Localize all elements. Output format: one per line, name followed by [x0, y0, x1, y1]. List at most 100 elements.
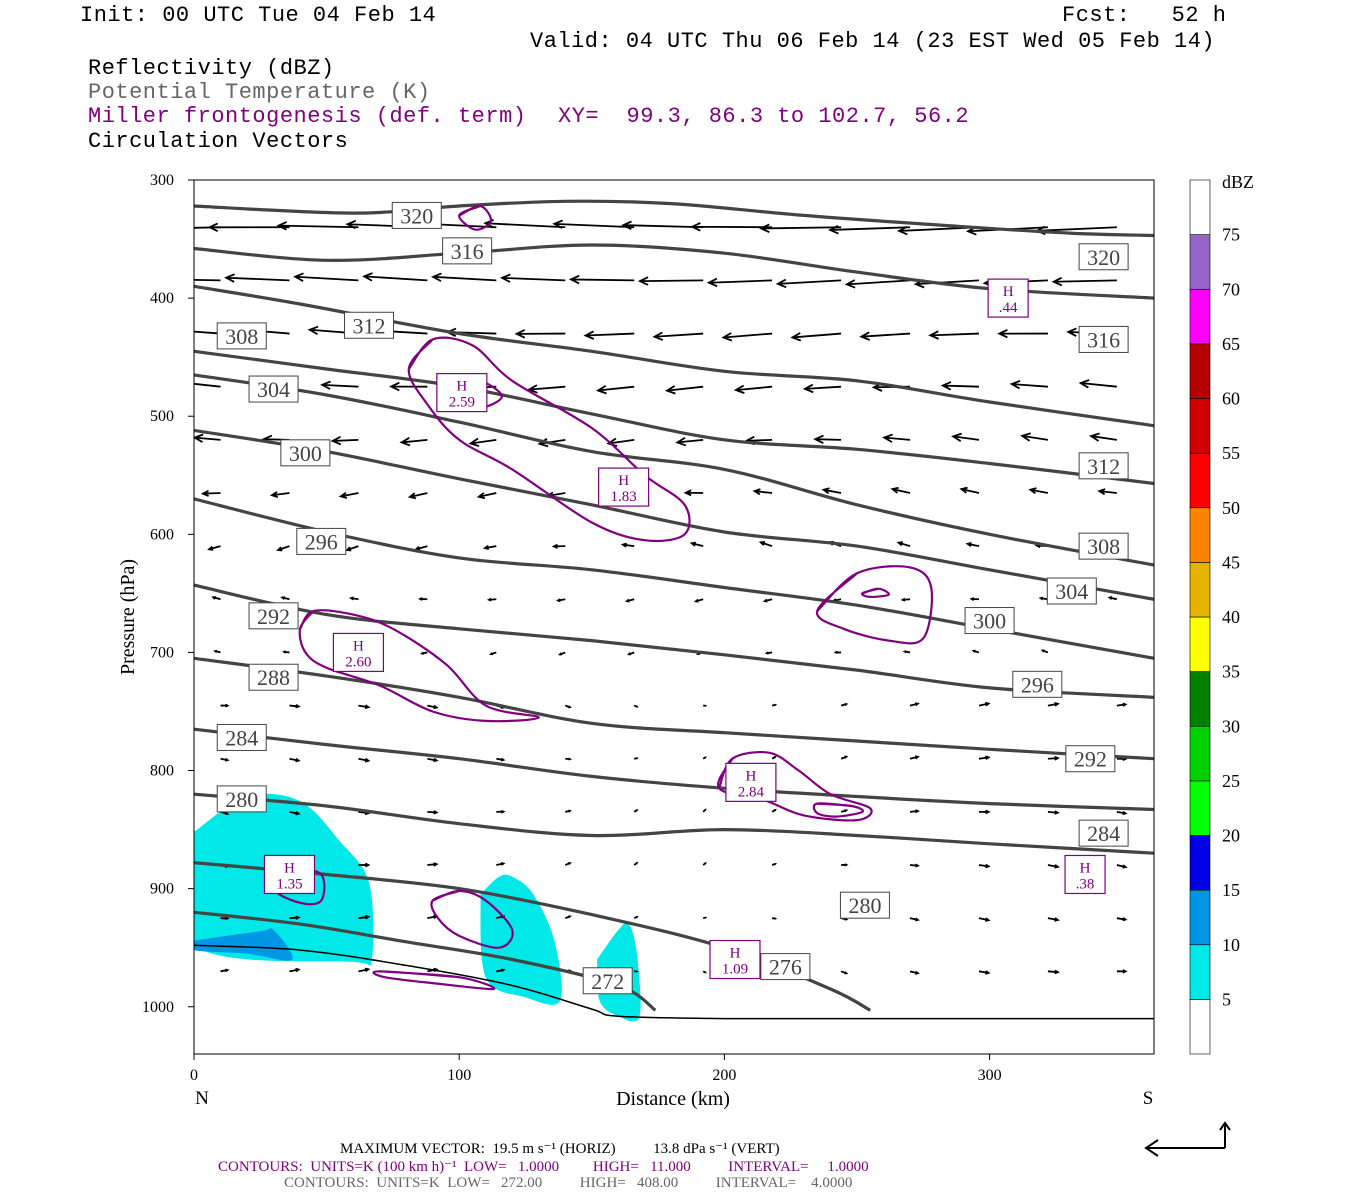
circulation-vector	[289, 810, 301, 816]
circulation-vector	[702, 916, 708, 920]
x-tick-label: 0	[190, 1067, 198, 1084]
theta-label-box	[1078, 819, 1129, 847]
circulation-vector	[840, 755, 849, 760]
circulation-vector	[978, 917, 991, 922]
valid-time: Valid: 04 UTC Thu 06 Feb 14 (23 EST Wed …	[530, 29, 1216, 54]
circulation-vector	[200, 489, 221, 497]
theta-label: 272	[591, 969, 624, 994]
circulation-vector	[289, 967, 301, 973]
fronto-contour	[430, 889, 514, 949]
circulation-vector	[664, 385, 704, 395]
max-vector-note: MAXIMUM VECTOR: 19.5 m s⁻¹ (HORIZ) 13.8 …	[340, 1141, 780, 1157]
circulation-vector	[771, 755, 777, 760]
x-tick-label: 300	[978, 1067, 1002, 1084]
fronto-max-value: 1.09	[722, 962, 748, 978]
fronto-max-marker: H	[1080, 860, 1091, 876]
colorbar-label: 65	[1222, 334, 1240, 354]
circulation-vector	[1020, 432, 1049, 442]
circulation-vector	[1116, 969, 1128, 974]
fronto-max-value: 2.84	[738, 784, 765, 800]
circulation-vector	[752, 488, 773, 496]
theta-label: 280	[225, 787, 258, 812]
theta-label-box	[1078, 243, 1129, 271]
circulation-vector	[790, 332, 842, 342]
circulation-vector	[959, 486, 980, 494]
theta-label-box	[248, 375, 299, 403]
circulation-vector	[1038, 596, 1049, 601]
circulation-vector	[430, 272, 497, 282]
circulation-vector	[349, 596, 359, 601]
circulation-vector	[978, 809, 991, 815]
colorbar-swatch	[1189, 562, 1211, 618]
theta-contours	[194, 199, 1154, 1012]
theta-label-box	[1078, 532, 1129, 560]
theta-label-box	[216, 322, 267, 350]
circulation-vector	[633, 704, 639, 708]
theta-contour-304	[194, 373, 1154, 567]
circulation-vector	[565, 757, 572, 761]
init-time: Init: 00 UTC Tue 04 Feb 14	[80, 3, 437, 28]
fronto-max-box	[1064, 854, 1106, 895]
circulation-vector	[293, 272, 359, 282]
field-vectors: Circulation Vectors	[88, 129, 349, 154]
fronto-max-marker: H	[284, 860, 295, 876]
circulation-vector	[1116, 810, 1128, 816]
y-tick-label: 1000	[142, 999, 174, 1016]
circulation-vector	[1047, 969, 1060, 975]
theta-label: 316	[451, 239, 484, 264]
circulation-vector	[320, 380, 359, 390]
circulation-vector	[1040, 649, 1049, 654]
south-label: S	[1143, 1088, 1154, 1109]
circulation-vector	[207, 222, 290, 232]
axes: 300 400 500 600 700 800 900 1000 0 100 200 300 Dista…	[117, 172, 1153, 1110]
fronto-max-marker: H	[353, 638, 364, 654]
y-tick-label: 300	[150, 172, 174, 189]
colorbar-swatch	[1189, 398, 1211, 454]
circulation-vector	[1009, 379, 1048, 390]
circulation-vector	[595, 385, 635, 395]
circulation-vector	[828, 225, 911, 235]
circulation-vector	[338, 491, 359, 499]
circulation-vector	[833, 650, 842, 655]
y-tick-label: 400	[150, 290, 174, 307]
circulation-vector	[758, 540, 773, 547]
fronto-max-marker: H	[745, 768, 756, 784]
colorbar-swatch	[1189, 507, 1211, 563]
circulation-vector	[1116, 864, 1128, 869]
circulation-vector	[552, 219, 635, 229]
theta-label: 312	[353, 313, 386, 338]
circulation-vector	[358, 914, 371, 920]
circulation-vector	[1116, 702, 1128, 707]
circulation-vector	[909, 863, 920, 868]
y-tick-label: 500	[150, 408, 174, 425]
theta-label: 284	[1087, 821, 1120, 846]
circulation-vector	[220, 968, 230, 973]
reflectivity-area	[194, 927, 293, 961]
circulation-vector	[909, 809, 920, 814]
theta-label: 300	[973, 609, 1006, 634]
circulation-vector	[220, 916, 230, 921]
fronto-max-box	[709, 939, 761, 980]
circulation-vector	[621, 220, 704, 230]
colorbar: 5 10 15 20 25 30 35 40 45 50 55 60 65 70 75 dBZ	[1189, 172, 1254, 1055]
theta-label-box	[964, 607, 1015, 635]
circulation-vector	[427, 862, 439, 867]
reflectivity-fill	[194, 793, 641, 1022]
colorbar-label: 70	[1222, 279, 1240, 299]
circulation-vector	[427, 757, 439, 763]
colorbar-swatch	[1189, 889, 1211, 946]
colorbar-label: 40	[1222, 607, 1240, 627]
circulation-vector	[733, 384, 773, 395]
colorbar-label: 5	[1222, 989, 1231, 1009]
colorbar-label: 75	[1222, 225, 1240, 245]
colorbar-swatch	[1189, 343, 1211, 399]
fronto-max-box	[263, 854, 316, 895]
circulation-vector	[1047, 864, 1060, 869]
x-axis-label: Distance (km)	[616, 1088, 730, 1110]
circulation-vector	[626, 651, 635, 656]
circulation-vector	[514, 329, 566, 339]
theta-label: 312	[1087, 454, 1120, 479]
circulation-vector	[1078, 379, 1117, 389]
circulation-vector	[211, 595, 221, 601]
y-tick-label: 900	[150, 881, 174, 898]
